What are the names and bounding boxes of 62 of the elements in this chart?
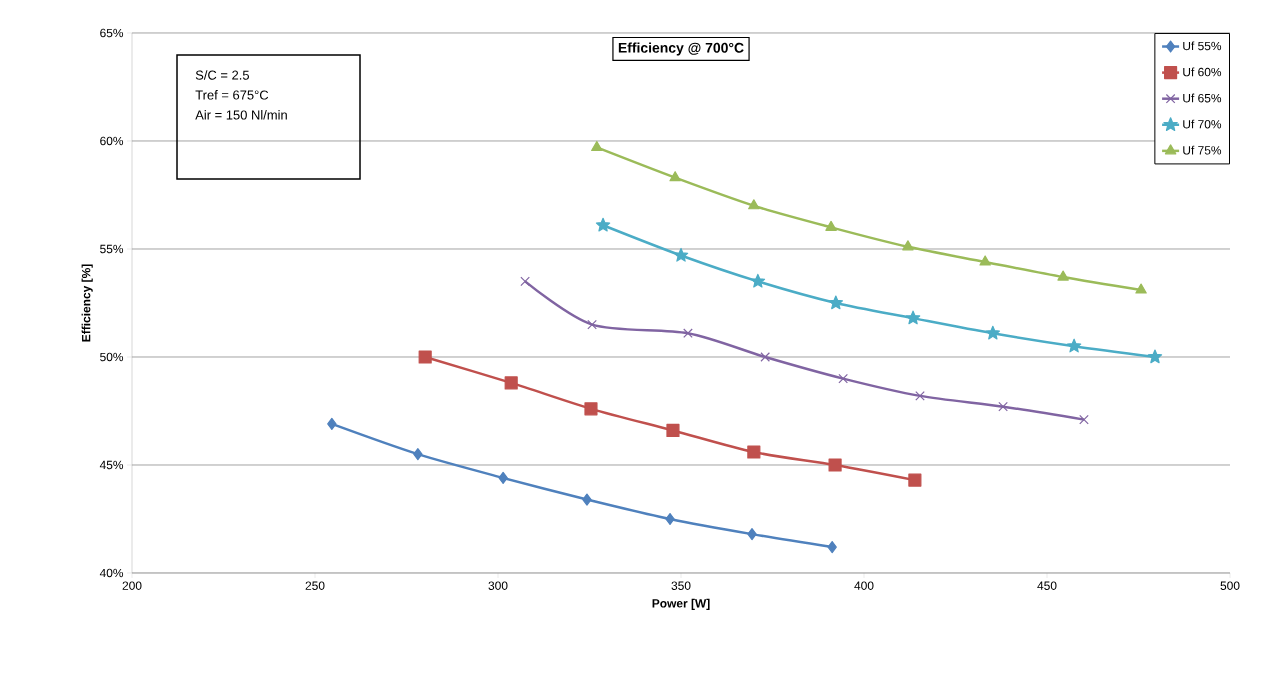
point — [1147, 349, 1163, 364]
x-tick-label: 300 — [488, 581, 508, 590]
point — [1079, 414, 1089, 425]
point — [748, 199, 760, 210]
legend-label: Uf 65% — [1183, 93, 1222, 103]
annotation: Air = 150 Nl/min — [195, 110, 287, 120]
point — [838, 373, 848, 384]
legend-label: Uf 75% — [1183, 145, 1222, 155]
point — [902, 240, 914, 251]
point — [998, 401, 1008, 412]
point — [747, 528, 757, 541]
y-tick-label: 55% — [100, 244, 124, 254]
point — [498, 471, 508, 485]
point — [591, 140, 603, 152]
x-tick-label: 200 — [122, 581, 142, 590]
point — [595, 217, 611, 232]
point — [666, 423, 680, 437]
point — [747, 445, 761, 459]
point — [985, 325, 1001, 340]
point — [327, 417, 337, 431]
x-axis-title: Power [W] — [652, 598, 710, 610]
annotation: Tref = 675°C — [195, 90, 269, 100]
point — [827, 540, 837, 554]
y-tick-label: 40% — [99, 568, 124, 578]
annotation: S/C = 2.5 — [195, 70, 250, 80]
point — [520, 276, 530, 287]
x-tick-label: 350 — [671, 581, 691, 590]
point — [1066, 338, 1082, 353]
y-tick-label: 50% — [100, 352, 124, 362]
point — [683, 328, 693, 339]
point — [1135, 283, 1147, 294]
x-tick-label: 500 — [1220, 581, 1240, 590]
point — [584, 402, 598, 416]
point — [665, 512, 675, 526]
point — [915, 391, 925, 401]
point — [1057, 270, 1069, 281]
point — [587, 319, 597, 330]
x-tick-label: 450 — [1037, 581, 1057, 590]
point — [825, 220, 837, 231]
point — [908, 473, 922, 487]
point — [828, 295, 844, 310]
point — [413, 448, 423, 461]
point — [673, 247, 689, 262]
text: Efficiency @ 700°C — [618, 42, 744, 56]
point — [905, 310, 921, 325]
legend-label: Uf 55% — [1183, 41, 1222, 51]
legend-label: Uf 60% — [1183, 67, 1222, 77]
x-tick-label: 250 — [305, 581, 325, 590]
y-tick-label: 45% — [99, 460, 124, 470]
y-axis-title: Efficiency [%] — [81, 264, 93, 342]
legend-label: Uf 70% — [1183, 119, 1222, 129]
point — [504, 376, 518, 390]
y-tick-label: 65% — [100, 28, 124, 38]
point — [979, 255, 991, 266]
point — [418, 350, 432, 364]
x-tick-label: 400 — [854, 581, 874, 590]
point — [750, 273, 766, 288]
point — [760, 352, 771, 362]
point — [669, 171, 681, 182]
point — [828, 458, 842, 472]
point — [582, 493, 592, 506]
y-tick-label: 60% — [100, 136, 124, 146]
